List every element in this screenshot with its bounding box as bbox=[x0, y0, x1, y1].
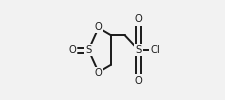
Text: Cl: Cl bbox=[149, 45, 159, 55]
Text: O: O bbox=[68, 45, 76, 55]
Text: S: S bbox=[85, 45, 91, 55]
Text: O: O bbox=[94, 22, 102, 32]
Text: O: O bbox=[134, 76, 142, 86]
Text: S: S bbox=[135, 45, 141, 55]
Text: O: O bbox=[134, 14, 142, 24]
Text: O: O bbox=[94, 68, 102, 78]
